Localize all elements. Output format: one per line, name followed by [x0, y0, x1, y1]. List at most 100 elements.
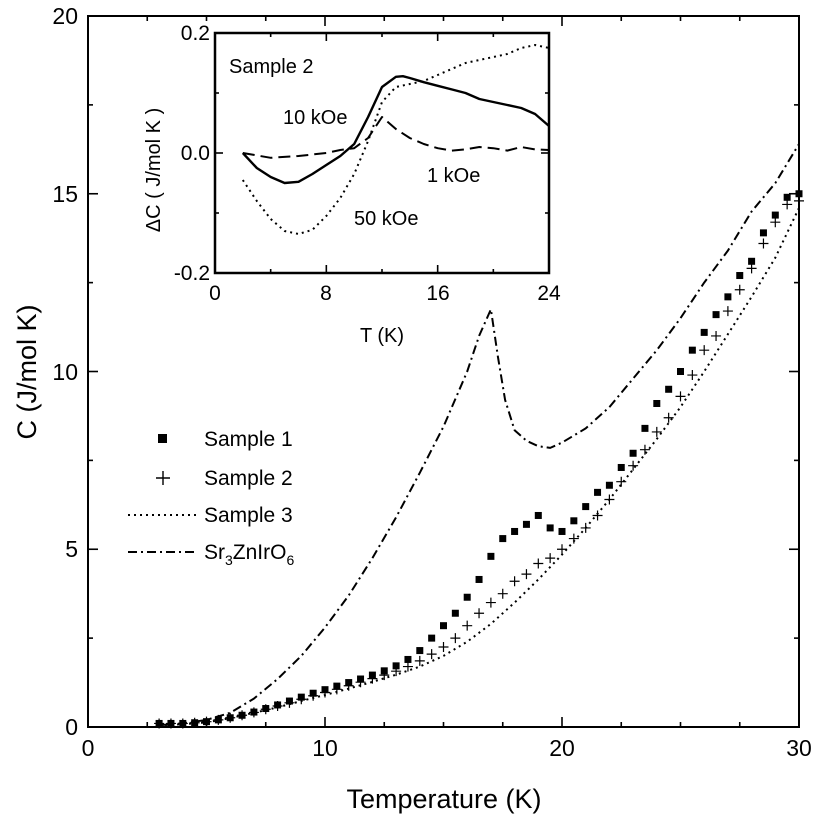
legend-label-sr3znirO6: Sr3ZnIrO6 — [204, 541, 294, 568]
y-tick-label: 5 — [65, 536, 78, 562]
inset-plot-series — [241, 44, 550, 235]
inset-title: Sample 2 — [229, 56, 314, 78]
inset-x-tick-label: 24 — [537, 282, 561, 305]
data-point-sample-2 — [592, 510, 603, 521]
legend-label-sample-2: Sample 2 — [204, 467, 293, 490]
data-point-sample-2 — [651, 426, 662, 437]
data-point-sample-1 — [463, 593, 471, 601]
inset-y-tick-label: 0.2 — [181, 22, 210, 45]
data-point-sample-1 — [558, 527, 566, 535]
data-point-sample-2 — [201, 716, 212, 727]
annotation-1-koe: 1 kOe — [427, 165, 480, 187]
data-point-sample-1 — [617, 463, 625, 471]
data-point-sample-2 — [758, 238, 769, 249]
data-point-sample-2 — [379, 670, 390, 681]
data-point-sample-2 — [154, 718, 165, 729]
y-tick-label: 15 — [52, 181, 78, 207]
data-point-sample-1 — [677, 368, 684, 375]
data-point-sample-2 — [568, 533, 579, 544]
data-point-sample-1 — [582, 503, 590, 511]
data-point-sample-2 — [521, 569, 532, 580]
data-point-sample-2 — [770, 217, 781, 228]
data-point-sample-1 — [546, 524, 554, 532]
x-tick-label: 0 — [82, 735, 95, 761]
inset-y-tick-label: -0.2 — [174, 262, 210, 285]
main-axis-ticks — [87, 15, 800, 728]
data-point-sample-2 — [580, 522, 591, 533]
inset-x-tick-label: 16 — [426, 282, 449, 305]
data-point-sample-2 — [699, 345, 710, 356]
main-plot-series — [154, 143, 804, 729]
y-tick-label: 0 — [65, 714, 78, 740]
data-point-sample-2 — [426, 649, 437, 660]
data-point-sample-1 — [511, 527, 519, 535]
data-point-sample-2 — [557, 544, 567, 555]
data-point-sample-1 — [522, 520, 530, 528]
data-point-sample-2 — [248, 707, 259, 718]
data-point-sample-1 — [724, 293, 732, 301]
data-point-sample-1 — [451, 609, 459, 617]
data-point-sample-1 — [736, 272, 744, 280]
data-point-sample-2 — [320, 687, 330, 698]
data-point-sample-2 — [604, 494, 615, 505]
data-point-sample-2 — [213, 714, 224, 725]
data-point-sample-1 — [783, 193, 791, 201]
data-point-sample-1 — [475, 575, 483, 583]
data-point-sample-2 — [687, 370, 698, 381]
annotation-10-koe: 10 kOe — [283, 107, 347, 129]
data-point-sample-2 — [260, 704, 271, 715]
data-point-sample-2 — [308, 690, 319, 701]
x-axis-label: Temperature (K) — [346, 784, 541, 814]
data-point-sample-1 — [653, 399, 661, 407]
data-point-sample-1 — [487, 552, 495, 560]
data-point-sample-1 — [641, 424, 649, 432]
data-point-sample-1 — [416, 647, 424, 655]
data-point-sample-2 — [722, 306, 733, 317]
data-point-sample-2 — [438, 642, 449, 653]
legend: Sample 1 Sample 2 Sample 3 Sr3ZnIrO6 — [128, 428, 294, 568]
x-tick-label: 30 — [786, 735, 812, 761]
data-point-sample-2 — [497, 588, 508, 599]
data-point-sample-2 — [545, 553, 556, 564]
data-point-sample-1 — [534, 511, 542, 519]
inset-x-axis-label: T (K) — [360, 325, 404, 347]
data-point-sample-2 — [237, 710, 248, 721]
x-tick-label: 10 — [312, 735, 338, 761]
data-point-sample-2 — [734, 284, 745, 295]
inset-series-line-10-koe — [241, 74, 550, 185]
data-point-sample-1 — [499, 535, 507, 543]
data-point-sample-1 — [748, 257, 756, 265]
data-point-sample-2 — [450, 633, 461, 644]
data-point-sample-2 — [225, 712, 236, 723]
data-point-sample-2 — [639, 444, 650, 455]
data-point-sample-2 — [272, 701, 283, 712]
data-point-sample-2 — [343, 680, 354, 691]
inset-axis-ticks — [214, 32, 550, 274]
main-chart: 0 10 20 30 0 5 10 15 20 Temperature (K) … — [12, 3, 812, 814]
data-point-sample-2 — [391, 666, 402, 677]
inset-x-tick-label: 0 — [209, 282, 221, 305]
series-line-sr3znirO6 — [159, 143, 800, 727]
inset-plot-frame — [213, 31, 551, 275]
data-point-sample-1 — [428, 634, 436, 642]
data-point-sample-2 — [474, 608, 485, 619]
data-point-sample-2 — [663, 412, 674, 423]
data-point-sample-1 — [700, 328, 708, 336]
y-axis-label: C (J/mol K) — [12, 305, 42, 440]
data-point-sample-2 — [628, 460, 639, 471]
data-point-sample-2 — [533, 558, 544, 569]
data-point-sample-1 — [605, 481, 613, 489]
data-point-sample-2 — [485, 597, 496, 608]
inset-y-tick-label: 0.0 — [181, 142, 210, 165]
data-point-sample-2 — [355, 677, 366, 688]
data-point-sample-1 — [688, 346, 696, 354]
data-point-sample-2 — [414, 655, 425, 666]
legend-label-sample-1: Sample 1 — [204, 428, 293, 451]
data-point-sample-1 — [629, 449, 637, 457]
data-point-sample-1 — [759, 229, 767, 237]
data-point-sample-1 — [665, 385, 673, 393]
data-point-sample-1 — [712, 311, 720, 319]
data-point-sample-2 — [296, 694, 307, 705]
data-point-sample-2 — [284, 697, 295, 708]
data-point-sample-1 — [594, 488, 602, 496]
